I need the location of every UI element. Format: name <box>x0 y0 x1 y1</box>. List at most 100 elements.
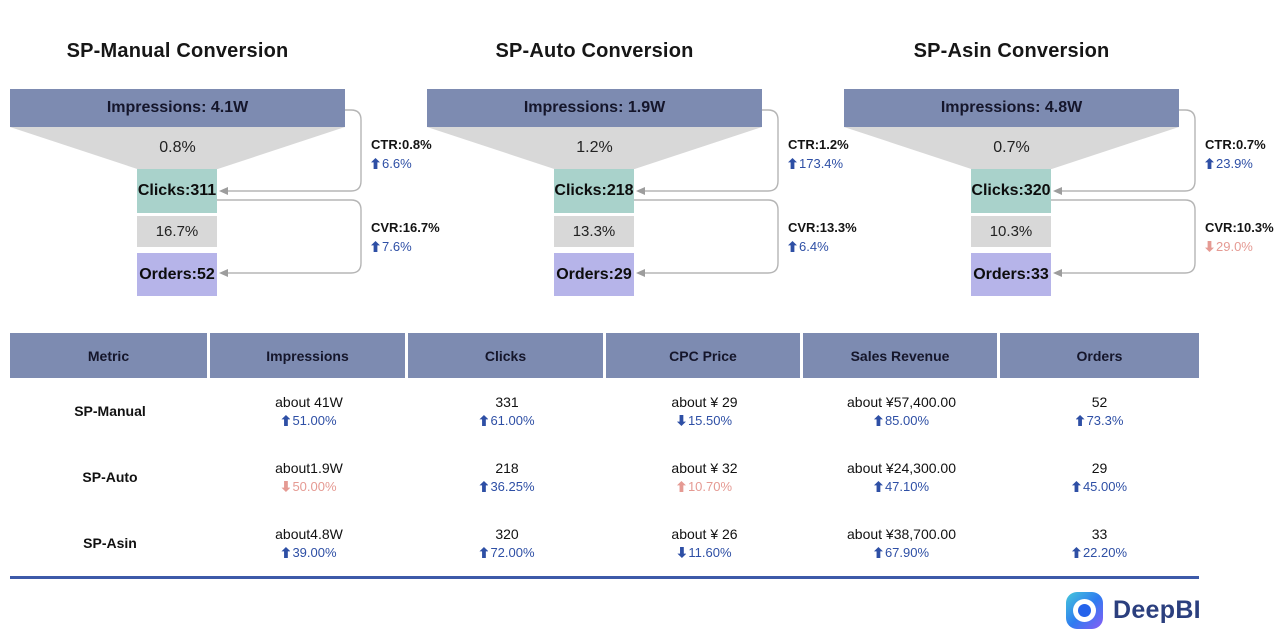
clicks-box: Clicks:218 <box>554 169 634 213</box>
delta-text: 61.00% <box>490 413 535 428</box>
cell-delta: 36.25% <box>479 479 535 494</box>
table-row-sp-asin: SP-Asin about4.8W 39.00% 320 72.00% abou… <box>10 510 1199 576</box>
col-header-cpc-price: CPC Price <box>606 333 803 378</box>
impressions-bar: Impressions: 1.9W <box>427 89 762 127</box>
cvr-delta: 6.4% <box>788 239 829 254</box>
delta-text: 11.60% <box>688 545 732 560</box>
cell-value: about ¥ 32 <box>671 460 738 476</box>
cell-value: 218 <box>495 460 519 476</box>
impressions-bar: Impressions: 4.1W <box>10 89 345 127</box>
funnel-title: SP-Asin Conversion <box>913 40 1110 62</box>
cvr-annotation: CVR:10.3% 29.0% <box>1205 220 1280 257</box>
col-header-metric: Metric <box>10 333 210 378</box>
cell-delta: 85.00% <box>873 413 929 428</box>
cell-value: 320 <box>495 526 519 542</box>
cell-value: 52 <box>1091 394 1108 410</box>
funnel-trapezoid: 1.2% <box>427 127 762 169</box>
cell-delta: 73.3% <box>1075 413 1123 428</box>
cell-delta: 11.60% <box>677 545 732 560</box>
funnel-sp-asin: SP-Asin Conversion Impressions: 4.8W 0.7… <box>834 30 1280 315</box>
impressions-cell: about 41W 51.00% <box>210 378 408 444</box>
funnel-trapezoid: 0.8% <box>10 127 345 169</box>
table-header-row: Metric Impressions Clicks CPC Price Sale… <box>10 333 1199 378</box>
cvr-annotation: CVR:16.7% 7.6% <box>371 220 449 257</box>
ctr-annotation: CTR:0.8% 6.6% <box>371 137 449 174</box>
delta-text: 45.00% <box>1082 479 1128 494</box>
cell-value: about4.8W <box>275 526 343 542</box>
metric-name: SP-Asin <box>83 535 137 551</box>
cell-delta: 15.50% <box>676 413 733 428</box>
logo-dot <box>1078 604 1091 617</box>
impressions-bar: Impressions: 4.8W <box>844 89 1179 127</box>
delta-text: 10.70% <box>687 479 733 494</box>
cpc-price-cell: about ¥ 32 10.70% <box>606 444 803 510</box>
ctr-annotation: CTR:0.7% 23.9% <box>1205 137 1280 174</box>
cvr-percent-box: 16.7% <box>137 216 217 247</box>
cvr-delta: 29.0% <box>1205 239 1253 254</box>
delta-text: 173.4% <box>799 156 844 171</box>
cell-delta: 45.00% <box>1071 479 1128 494</box>
funnel-title: SP-Manual Conversion <box>66 40 289 62</box>
sales-revenue-cell: about ¥24,300.00 47.10% <box>803 444 1000 510</box>
orders-cell: 52 73.3% <box>1000 378 1199 444</box>
delta-text: 6.4% <box>799 239 829 254</box>
orders-cell: 29 45.00% <box>1000 444 1199 510</box>
delta-text: 7.6% <box>382 239 412 254</box>
ctr-delta: 6.6% <box>371 156 412 171</box>
orders-box: Orders:52 <box>137 253 217 296</box>
delta-text: 50.00% <box>292 479 337 494</box>
trend-arrow-icon <box>873 547 883 558</box>
table-row-sp-manual: SP-Manual about 41W 51.00% 331 61.00% ab… <box>10 378 1199 444</box>
cvr-percent-box: 10.3% <box>971 216 1051 247</box>
funnel-sp-manual: SP-Manual Conversion Impressions: 4.1W 0… <box>0 30 446 315</box>
trend-arrow-icon <box>873 415 883 426</box>
col-header-clicks: Clicks <box>408 333 606 378</box>
orders-box: Orders:29 <box>554 253 634 296</box>
funnel-sp-auto: SP-Auto Conversion Impressions: 1.9W 1.2… <box>417 30 863 315</box>
trend-arrow-icon <box>479 481 489 492</box>
delta-text: 47.10% <box>884 479 930 494</box>
trend-arrow-icon <box>479 415 489 426</box>
cell-delta: 67.90% <box>873 545 930 560</box>
delta-text: 67.90% <box>884 545 930 560</box>
trend-arrow-icon <box>1075 415 1085 426</box>
cpc-price-cell: about ¥ 29 15.50% <box>606 378 803 444</box>
impressions-cell: about4.8W 39.00% <box>210 510 408 576</box>
cvr-label: CVR:13.3% <box>788 220 857 235</box>
cell-delta: 10.70% <box>676 479 733 494</box>
deepbi-logo-icon <box>1066 592 1103 629</box>
sales-revenue-cell: about ¥38,700.00 67.90% <box>803 510 1000 576</box>
cvr-label: CVR:10.3% <box>1205 220 1274 235</box>
clicks-cell: 320 72.00% <box>408 510 606 576</box>
cell-value: about ¥ 29 <box>671 394 738 410</box>
brand-name: DeepBI <box>1113 596 1201 624</box>
clicks-box: Clicks:320 <box>971 169 1051 213</box>
trend-arrow-icon <box>281 547 291 558</box>
clicks-box: Clicks:311 <box>137 169 217 213</box>
metrics-table: Metric Impressions Clicks CPC Price Sale… <box>10 333 1199 579</box>
trend-arrow-icon <box>371 158 380 169</box>
cvr-label: CVR:16.7% <box>371 220 440 235</box>
trend-arrow-icon <box>371 241 380 252</box>
trend-arrow-icon <box>677 547 687 558</box>
cvr-annotation: CVR:13.3% 6.4% <box>788 220 866 257</box>
cell-value: 331 <box>495 394 519 410</box>
cell-delta: 51.00% <box>281 413 337 428</box>
cvr-delta: 7.6% <box>371 239 412 254</box>
cell-delta: 50.00% <box>281 479 337 494</box>
trend-arrow-icon <box>1205 241 1214 252</box>
cpc-price-cell: about ¥ 26 11.60% <box>606 510 803 576</box>
trend-arrow-icon <box>873 481 883 492</box>
delta-text: 15.50% <box>687 413 733 428</box>
cell-value: 33 <box>1091 526 1108 542</box>
trend-arrow-icon <box>281 415 291 426</box>
brand-footer: DeepBI <box>1066 592 1201 629</box>
delta-text: 6.6% <box>382 156 412 171</box>
delta-text: 39.00% <box>292 545 337 560</box>
clicks-cell: 218 36.25% <box>408 444 606 510</box>
cell-delta: 39.00% <box>281 545 337 560</box>
trend-arrow-icon <box>1205 158 1214 169</box>
cell-value: about ¥24,300.00 <box>847 460 956 476</box>
ctr-percent-text: 0.8% <box>159 139 196 156</box>
cell-value: 29 <box>1091 460 1108 476</box>
